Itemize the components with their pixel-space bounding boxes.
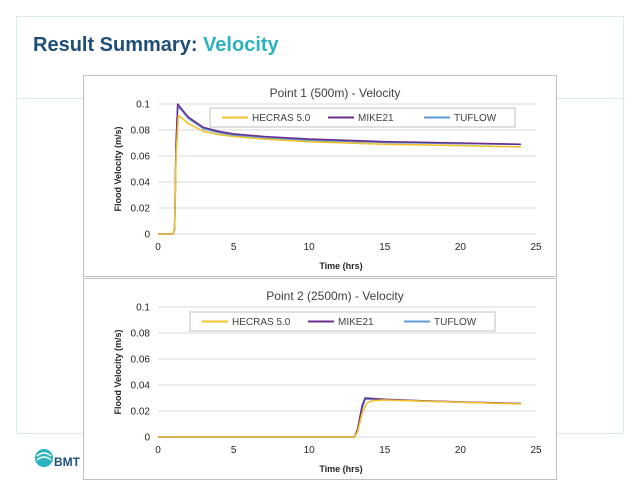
legend-label: MIKE21 [358, 113, 394, 124]
x-tick-label: 10 [304, 445, 316, 456]
x-tick-label: 25 [530, 445, 542, 456]
y-tick-label: 0.1 [136, 100, 150, 111]
chart-title: Point 1 (500m) - Velocity [270, 86, 401, 100]
x-tick-label: 0 [155, 445, 161, 456]
x-axis-title: Time (hrs) [319, 464, 362, 474]
y-tick-label: 0.06 [131, 355, 151, 366]
chart-point-1: Point 1 (500m) - Velocity 0 0.02 0.04 0.06 0.… [83, 75, 557, 277]
series-line-hecras-5-0 [158, 399, 521, 438]
y-tick-label: 0.04 [131, 381, 151, 392]
y-tick-label: 0.04 [131, 178, 151, 189]
chart-point-2: Point 2 (2500m) - Velocity 0 0.02 0.04 0.06 0… [83, 278, 557, 480]
slide-title: Result Summary: Velocity [33, 34, 279, 57]
y-tick-label: 0.1 [136, 303, 150, 314]
x-tick-label: 5 [231, 242, 237, 253]
y-tick-label: 0.02 [131, 407, 151, 418]
x-tick-label: 0 [155, 242, 161, 253]
legend-label: TUFLOW [454, 113, 497, 124]
y-tick-label: 0.08 [131, 329, 151, 340]
series-line-mike21 [158, 397, 521, 438]
y-tick-label: 0.08 [131, 126, 151, 137]
x-tick-label: 20 [455, 242, 467, 253]
y-axis-title: Flood Velocity (m/s) [113, 126, 123, 211]
x-axis-title: Time (hrs) [319, 261, 362, 271]
legend-label: HECRAS 5.0 [252, 113, 311, 124]
bmt-logo-icon [35, 449, 53, 467]
series-line-tuflow [158, 398, 521, 438]
legend-label: HECRAS 5.0 [232, 317, 291, 328]
chart-title: Point 2 (2500m) - Velocity [266, 289, 403, 303]
x-tick-label: 5 [231, 445, 237, 456]
chart-svg: Point 2 (2500m) - Velocity 0 0.02 0.04 0.06 0… [113, 289, 542, 474]
x-tick-label: 20 [455, 445, 467, 456]
series-line-hecras-5-0 [158, 114, 521, 235]
legend-box [209, 107, 516, 128]
slide-title-accent: Velocity [203, 34, 279, 56]
x-tick-label: 15 [379, 242, 391, 253]
legend-label: TUFLOW [434, 317, 477, 328]
y-tick-label: 0 [144, 433, 150, 444]
x-tick-label: 15 [379, 445, 391, 456]
logo-text: BMT [54, 455, 80, 469]
legend-label: MIKE21 [338, 317, 374, 328]
x-tick-label: 25 [530, 242, 542, 253]
slide-title-prefix: Result Summary: [33, 34, 198, 56]
legend-box [189, 311, 496, 332]
y-tick-label: 0 [144, 230, 150, 241]
chart-svg: Point 1 (500m) - Velocity 0 0.02 0.04 0.06 0.… [113, 86, 542, 271]
y-axis-title: Flood Velocity (m/s) [113, 329, 123, 414]
y-tick-label: 0.02 [131, 204, 151, 215]
x-tick-label: 10 [304, 242, 316, 253]
y-tick-label: 0.06 [131, 152, 151, 163]
